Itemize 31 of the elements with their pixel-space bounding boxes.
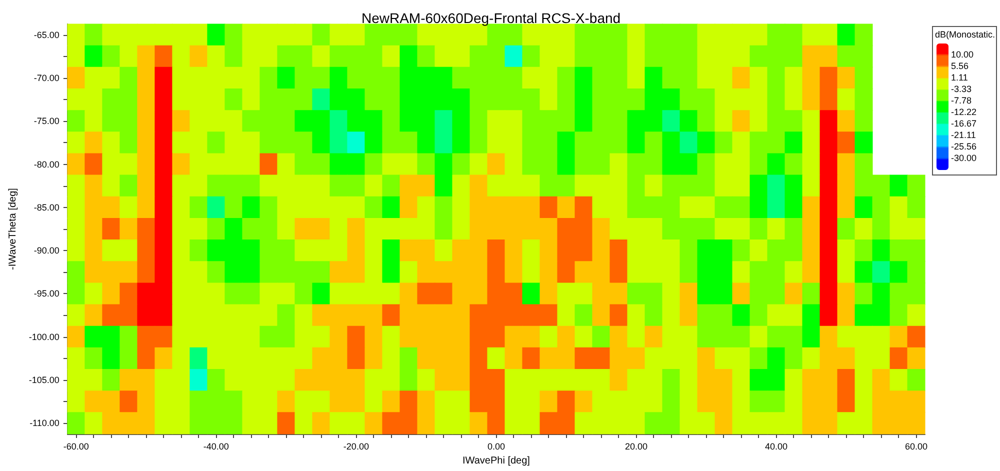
y-tick-label: -65.00: [34, 30, 60, 40]
y-tick-label: -80.00: [34, 159, 60, 170]
x-tick-label: 0.00: [487, 442, 505, 452]
y-tick-label: -70.00: [34, 72, 60, 83]
x-tick-label: 20.00: [624, 442, 648, 452]
y-tick-label: -75.00: [34, 116, 60, 126]
color-bar-label: -16.67: [951, 118, 977, 129]
x-tick-label: -60.00: [63, 442, 89, 452]
color-bar-label: -12.22: [951, 106, 977, 117]
color-bar-label: -3.33: [951, 84, 972, 94]
y-tick-label: -100.00: [28, 332, 60, 342]
y-tick-label: -105.00: [28, 375, 60, 386]
y-tick-label: -85.00: [34, 202, 60, 212]
color-bar-label: 10.00: [951, 49, 974, 60]
color-bar-label: -21.11: [951, 130, 976, 140]
color-bar-label: -25.56: [951, 142, 977, 152]
x-tick-label: 40.00: [764, 442, 788, 452]
chart-title: NewRAM-60x60Deg-Frontal RCS-X-band: [361, 10, 621, 26]
x-tick-label: -20.00: [343, 442, 369, 452]
color-bar-label: -7.78: [951, 96, 972, 106]
x-tick-label: 60.00: [904, 442, 928, 452]
color-bar-title: dB(Monostatic.: [935, 30, 996, 40]
x-axis-title: IWavePhi [deg]: [462, 456, 530, 466]
y-axis-title: -IWaveTheta [deg]: [8, 188, 18, 270]
color-bar-label: 1.11: [951, 72, 968, 82]
x-tick-label: -40.00: [203, 442, 229, 452]
y-tick-label: -90.00: [34, 246, 60, 256]
y-tick-label: -95.00: [34, 288, 60, 299]
y-tick-label: -110.00: [30, 418, 60, 428]
color-bar-label: -30.00: [951, 153, 977, 164]
color-bar-label: 5.56: [951, 60, 969, 71]
